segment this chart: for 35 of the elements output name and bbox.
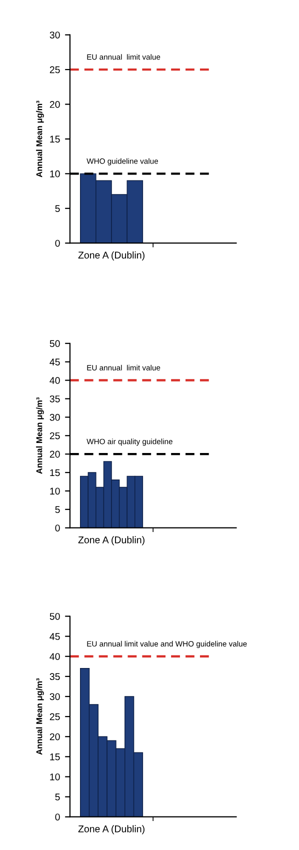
y-tick-label: 0 [55,240,60,247]
y-axis-title: Annual Mean μg/m³ [36,397,44,474]
y-tick-label: 20 [50,733,60,740]
y-tick-label: 50 [50,340,60,348]
y-tick-label: 0 [55,814,60,820]
y-axis-title: Annual Mean μg/m³ [36,678,44,755]
x-tick-label: Zone A (Dublin) [78,536,144,546]
y-tick-label: 25 [50,713,60,720]
y-tick-label: 45 [50,633,60,640]
y-tick-label: 5 [55,794,60,800]
y-tick-label: 15 [50,469,60,476]
y-axis-title: Annual Mean μg/m³ [36,100,44,178]
y-tick-label: 0 [55,524,60,532]
y-tick-label: 45 [50,358,60,366]
x-tick-label: Zone A (Dublin) [78,251,144,260]
y-tick-label: 35 [50,395,60,402]
y-tick-label: 15 [50,136,60,143]
y-tick-label: 10 [50,170,60,178]
y-tick-label: 35 [50,673,60,680]
y-tick-label: 5 [55,506,60,514]
y-tick-label: 10 [50,488,60,495]
y-tick-label: 30 [50,32,60,38]
y-tick-label: 40 [50,653,60,660]
y-tick-label: 25 [50,432,60,440]
y-tick-label: 30 [50,414,60,421]
y-tick-label: 5 [55,205,60,212]
y-tick-label: 50 [50,612,60,620]
y-tick-label: 40 [50,377,60,384]
y-tick-label: 25 [50,66,60,74]
y-tick-label: 20 [50,450,60,458]
y-tick-label: 15 [50,754,60,760]
x-tick-label: Zone A (Dublin) [78,825,144,834]
y-tick-label: 10 [50,773,60,780]
y-tick-label: 30 [50,693,60,700]
y-tick-label: 20 [50,101,60,108]
